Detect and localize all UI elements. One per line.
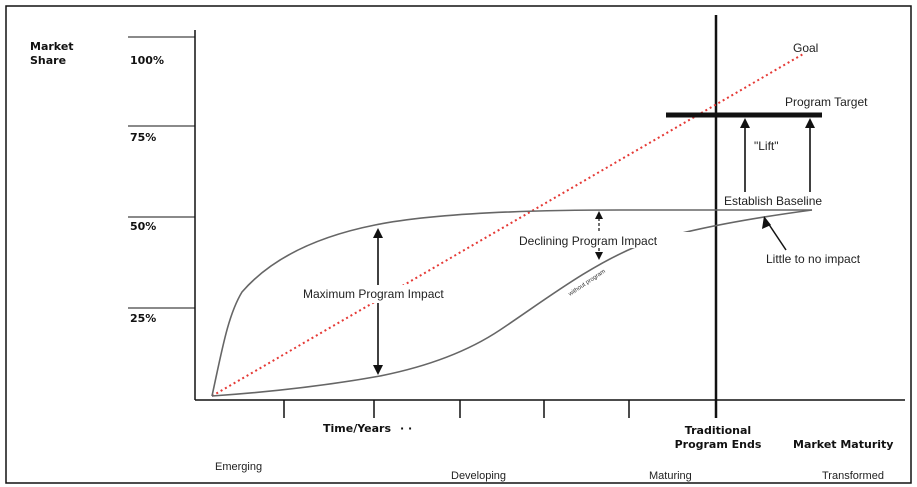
declining-impact-label-bg	[516, 232, 694, 248]
x-axis-title-suffix: · ·	[400, 422, 412, 435]
max-impact-label: Maximum Program Impact	[303, 287, 444, 301]
program-ends-label-line2: Program Ends	[675, 438, 762, 451]
max-impact-curve	[211, 209, 812, 397]
no-program-curve-label: without program	[567, 269, 607, 299]
y-axis-title-line2: Share	[30, 54, 66, 67]
program-ends-label-line1: Traditional	[685, 424, 751, 437]
declining-impact-arrow-up-head	[595, 211, 603, 219]
goal-line	[211, 52, 806, 397]
lift-arrow-left-head	[740, 118, 750, 128]
establish-baseline-label: Establish Baseline	[724, 194, 822, 208]
x-axis-title: Time/Years	[323, 422, 391, 435]
little-impact-arrow-head	[762, 216, 771, 229]
market-maturity-label: Market Maturity	[793, 438, 893, 451]
little-impact-label: Little to no impact	[766, 252, 861, 266]
y-tick-50: 50%	[130, 220, 156, 233]
goal-label: Goal	[793, 41, 818, 55]
phase-transformed: Transformed	[822, 470, 884, 482]
declining-impact-arrow-down-head	[595, 252, 603, 260]
y-tick-100: 100%	[130, 54, 164, 67]
max-impact-arrow-up-head	[373, 228, 383, 238]
lift-arrow-right-head	[805, 118, 815, 128]
phase-developing: Developing	[451, 470, 506, 482]
no-program-curve	[211, 209, 813, 397]
y-axis-title-line1: Market	[30, 40, 74, 53]
phase-maturing: Maturing	[649, 470, 692, 482]
establish-baseline-label-bg	[722, 193, 852, 209]
figure-border	[5, 5, 912, 484]
y-tick-25: 25%	[130, 312, 156, 325]
phase-emerging: Emerging	[215, 461, 262, 473]
max-impact-label-bg	[300, 285, 480, 303]
program-target-label: Program Target	[785, 95, 868, 109]
declining-impact-label: Declining Program Impact	[519, 234, 658, 248]
y-tick-75: 75%	[130, 131, 156, 144]
lift-label: "Lift"	[754, 139, 779, 153]
max-impact-arrow-down-head	[373, 365, 383, 375]
